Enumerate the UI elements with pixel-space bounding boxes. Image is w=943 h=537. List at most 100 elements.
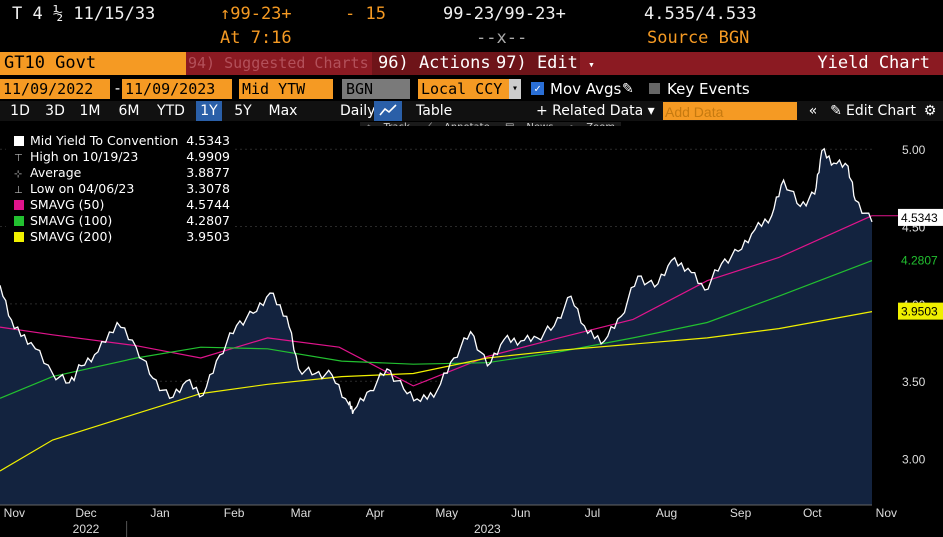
legend-item[interactable]: ⊹ Average — [6, 165, 81, 181]
ticker-field[interactable]: GT10 Govt — [0, 52, 186, 75]
last-value-label: 4.2807 — [901, 254, 938, 268]
legend-item[interactable]: SMAVG (200) — [6, 229, 112, 245]
pencil-icon[interactable]: ✎ — [830, 103, 842, 119]
y-tick-label: 3.00 — [902, 453, 926, 467]
suggested-charts-menu[interactable]: 94) Suggested Charts — [188, 54, 369, 72]
bid-ask-yield: 4.535/4.533 — [644, 4, 757, 24]
legend-label: SMAVG (100) — [30, 213, 113, 228]
actions-menu[interactable]: 96) Actions ▾ — [372, 52, 507, 75]
x-tick-label: Aug — [656, 506, 677, 520]
line-chart-icon[interactable] — [374, 101, 402, 121]
gear-icon[interactable]: ⚙ — [923, 103, 937, 119]
chart-legend: Mid Yield To Convention 4.5343 ⊤ High on 10… — [6, 131, 234, 247]
range-3d[interactable]: 3D — [45, 103, 65, 119]
yield-area-fill — [0, 148, 872, 506]
legend-value: 3.8877 — [186, 165, 230, 180]
key-events-label: Key Events — [667, 80, 750, 98]
legend-swatch — [14, 136, 24, 146]
start-date-field[interactable]: 11/09/2022 — [0, 79, 110, 99]
legend-swatch — [14, 216, 24, 226]
end-date-field[interactable]: 11/09/2023 — [122, 79, 232, 99]
x-tick-label: Apr — [366, 506, 385, 520]
source-field[interactable]: BGN — [342, 79, 410, 99]
legend-value: 4.2807 — [186, 213, 230, 228]
x-tick-label: Jun — [511, 506, 530, 520]
date-separator: - — [113, 79, 123, 97]
parameters-bar: 11/09/2022 - 11/09/2023 Mid YTW BGN Loca… — [0, 79, 943, 101]
x-tick-label: Jan — [150, 506, 169, 520]
net-change: - 15 — [345, 4, 386, 24]
legend-item[interactable]: ⊤ High on 10/19/23 — [6, 149, 138, 165]
year-label: 2023 — [474, 522, 501, 536]
edit-chart-button[interactable]: Edit Chart — [846, 103, 917, 119]
last-value-label: 3.9503 — [901, 305, 938, 319]
x-tick-label: Nov — [4, 506, 25, 520]
actions-label: 96) Actions — [378, 53, 491, 73]
bid-ask-price: 99-23/99-23+ — [443, 4, 566, 24]
series-line-yield — [0, 147, 873, 414]
series-line-3 — [0, 311, 873, 472]
range-max[interactable]: Max — [268, 103, 298, 119]
legend-swatch — [14, 200, 24, 210]
chart-type-title: Yield Chart — [817, 53, 930, 73]
legend-label: High on 10/19/23 — [30, 149, 139, 164]
x-tick-label: Nov — [876, 506, 897, 520]
add-data-input[interactable]: Add Data — [665, 104, 724, 120]
x-tick-label: Dec — [75, 506, 96, 520]
pencil-icon[interactable]: ✎ — [622, 81, 634, 97]
legend-marker-icon: ⊤ — [14, 153, 23, 164]
legend-value: 3.3078 — [186, 181, 230, 196]
x-tick-label: Sep — [730, 506, 752, 520]
range-bar: 1D 3D 1M 6M YTD 1Y 5Y Max Daily ▼ Table + Relat… — [0, 101, 943, 121]
y-tick-label: 3.50 — [902, 375, 926, 389]
range-5y[interactable]: 5Y — [234, 103, 252, 119]
mov-avgs-checkbox[interactable]: ✓ — [531, 82, 544, 95]
legend-item[interactable]: ⊥ Low on 04/06/23 — [6, 181, 134, 197]
x-tick-label: May — [435, 506, 458, 520]
spread-size: --x-- — [476, 28, 528, 48]
legend-value: 3.9503 — [186, 229, 230, 244]
range-ytd[interactable]: YTD — [157, 103, 185, 119]
function-bar: GT10 Govt 94) Suggested Charts 96) Actio… — [0, 52, 943, 75]
legend-label: Mid Yield To Convention — [30, 133, 179, 148]
x-tick-label: Oct — [803, 506, 822, 520]
quote-header: T 4 ½ 11/15/33 ↑99-23+ - 15 99-23/99-23+… — [0, 0, 943, 52]
x-tick-label: Mar — [291, 506, 312, 520]
series-line-2 — [0, 260, 873, 399]
year-label: 2022 — [73, 522, 100, 536]
edit-label: 97) Edit — [496, 53, 578, 73]
legend-swatch — [14, 232, 24, 242]
field-selector[interactable]: Mid YTW — [239, 79, 333, 99]
y-tick-label: 5.00 — [902, 143, 926, 157]
key-events-checkbox[interactable] — [649, 83, 660, 94]
range-6m[interactable]: 6M — [118, 103, 140, 119]
related-data-menu[interactable]: + Related Data ▾ — [536, 103, 655, 119]
legend-label: SMAVG (200) — [30, 229, 113, 244]
last-value-tag — [898, 302, 943, 320]
table-button[interactable]: Table — [416, 103, 453, 119]
last-value-tag — [898, 251, 943, 269]
legend-value: 4.9909 — [186, 149, 230, 164]
legend-item[interactable]: Mid Yield To Convention — [6, 133, 178, 149]
legend-item[interactable]: SMAVG (50) — [6, 197, 104, 213]
range-1y[interactable]: 1Y — [196, 101, 222, 121]
legend-marker-icon: ⊥ — [14, 185, 23, 196]
collapse-icon[interactable]: « — [808, 103, 818, 119]
legend-item[interactable]: SMAVG (100) — [6, 213, 112, 229]
legend-label: Average — [30, 165, 82, 180]
series-line-1 — [0, 215, 873, 387]
legend-label: Low on 04/06/23 — [30, 181, 135, 196]
range-1d[interactable]: 1D — [10, 103, 30, 119]
currency-dropdown-icon[interactable]: ▾ — [509, 79, 521, 99]
legend-value: 4.5343 — [186, 133, 230, 148]
range-1m[interactable]: 1M — [79, 103, 101, 119]
edit-menu[interactable]: 97) Edit ▾ — [490, 52, 595, 75]
price-change: ↑99-23+ — [220, 4, 292, 24]
currency-selector[interactable]: Local CCY — [418, 79, 512, 99]
last-value-label: 4.5343 — [901, 211, 938, 225]
x-tick-label: Feb — [224, 506, 245, 520]
x-tick-label: Jul — [585, 506, 600, 520]
add-data-input-box[interactable]: Add Data — [663, 102, 797, 120]
legend-marker-icon: ⊹ — [14, 169, 23, 180]
